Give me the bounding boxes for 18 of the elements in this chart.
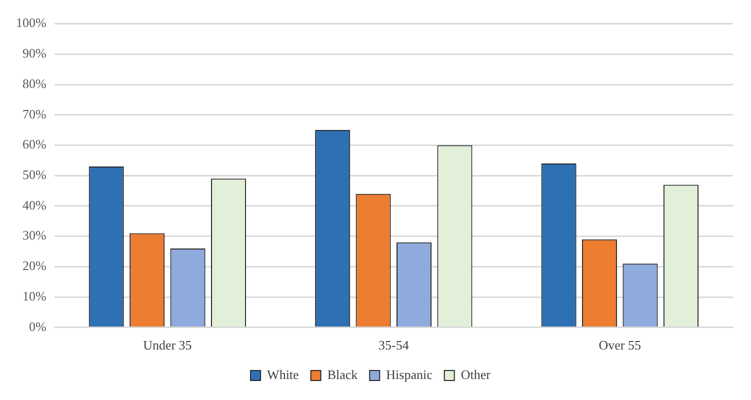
y-tick-label: 100% [16,15,46,30]
y-tick-label: 50% [22,167,46,182]
y-tick-label: 10% [22,288,46,304]
x-tick-label: Under 35 [143,338,192,353]
y-tick-label: 40% [22,197,46,212]
x-tick-label: Over 55 [598,338,642,353]
y-tick-label: 70% [22,106,46,122]
y-tick-label: 20% [22,258,46,274]
legend-label: Hispanic [386,366,433,382]
y-tick-label: 0% [28,318,46,334]
legend-label: Black [327,366,358,382]
x-tick-label: 35-54 [378,338,410,353]
legend-label: White [267,366,300,382]
y-tick-label: 30% [22,228,46,243]
y-tick-label: 60% [22,136,46,152]
y-tick-label: 90% [22,46,46,61]
legend-label: Other [460,366,492,382]
y-tick-label: 80% [22,76,46,91]
